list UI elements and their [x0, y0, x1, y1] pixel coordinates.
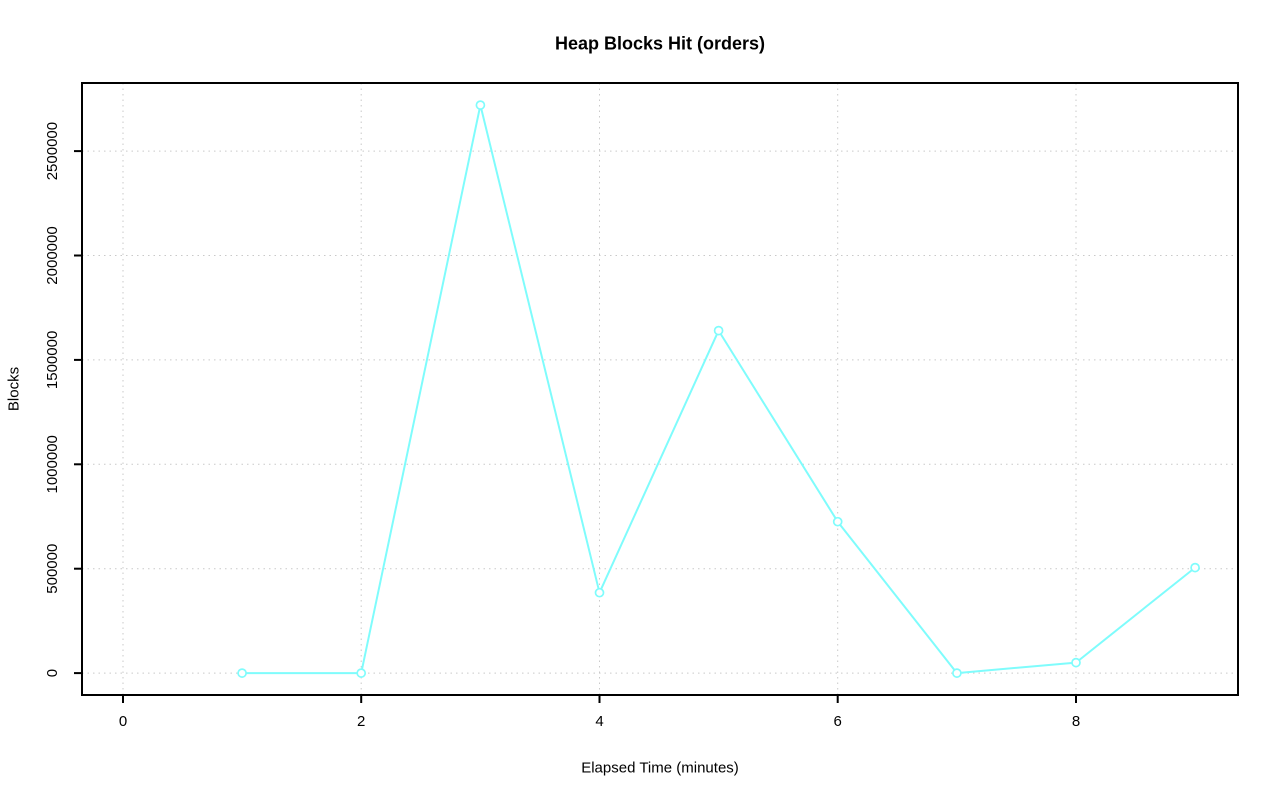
x-axis-label: Elapsed Time (minutes)	[581, 759, 739, 777]
data-point-marker	[356, 668, 367, 678]
data-point-marker	[832, 516, 843, 527]
plot-frame	[81, 82, 1239, 696]
data-point-marker	[594, 587, 605, 598]
data-point-marker	[237, 668, 247, 678]
x-tick-label: 6	[834, 713, 842, 730]
y-tick-label: 0	[44, 669, 61, 677]
y-tick-label: 1500000	[44, 331, 61, 389]
x-tick-label: 8	[1072, 713, 1080, 730]
data-point-marker	[1190, 562, 1200, 573]
series-line	[241, 104, 1197, 675]
x-tick-label: 2	[357, 713, 365, 730]
y-tick-label: 2500000	[44, 122, 61, 180]
chart-title: Heap Blocks Hit (orders)	[554, 33, 766, 54]
x-tick-label: 4	[595, 713, 603, 730]
data-point-marker	[475, 100, 486, 110]
data-point-marker	[1071, 657, 1081, 668]
y-tick-label: 1000000	[44, 435, 61, 493]
data-point-marker	[952, 668, 962, 678]
y-tick-label: 500000	[44, 544, 61, 594]
y-tick-label: 2000000	[44, 226, 61, 284]
x-tick-label: 0	[119, 713, 127, 730]
data-point-marker	[713, 325, 724, 336]
